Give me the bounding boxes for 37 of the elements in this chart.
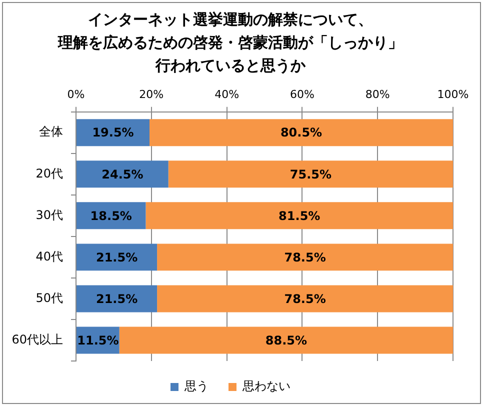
bar xyxy=(157,244,453,271)
legend-label: 思う xyxy=(184,379,208,394)
x-tick-label: 0% xyxy=(67,88,85,102)
y-tick-label: 60代以上 xyxy=(12,332,63,346)
data-label: 81.5% xyxy=(278,208,320,223)
y-tick-label: 全体 xyxy=(39,124,63,139)
x-tick-label: 40% xyxy=(214,88,240,102)
x-tick-label: 20% xyxy=(139,88,164,102)
bar xyxy=(76,244,158,271)
bar xyxy=(150,119,453,146)
x-tick-label: 100% xyxy=(437,88,469,102)
bar xyxy=(76,119,150,146)
y-tick-label: 30代 xyxy=(36,208,63,222)
bar xyxy=(76,285,158,312)
data-label: 78.5% xyxy=(284,250,326,264)
data-label: 18.5% xyxy=(90,208,132,223)
data-label: 19.5% xyxy=(92,126,134,140)
x-tick-label: 80% xyxy=(365,88,390,102)
bar xyxy=(146,202,453,230)
y-tick-label: 20代 xyxy=(36,166,63,180)
data-label: 11.5% xyxy=(77,333,119,348)
data-label: 75.5% xyxy=(290,167,332,182)
bar xyxy=(157,285,453,312)
bar xyxy=(168,160,453,188)
bar xyxy=(76,160,168,188)
data-label: 88.5% xyxy=(265,333,307,348)
bar xyxy=(119,326,453,354)
data-label: 78.5% xyxy=(284,292,326,306)
y-tick-label: 40代 xyxy=(36,249,63,264)
data-label: 21.5% xyxy=(96,292,138,306)
legend-label: 思わない xyxy=(242,379,290,394)
data-label: 80.5% xyxy=(280,126,322,140)
data-label: 21.5% xyxy=(96,250,138,264)
y-tick-label: 50代 xyxy=(36,290,63,305)
x-tick-label: 60% xyxy=(290,88,314,102)
chart-title: インターネット選挙運動の解禁について、理解を広めるための啓発・啓蒙活動が「しっかり」行われていると思うか xyxy=(57,10,403,74)
data-label: 24.5% xyxy=(102,167,144,182)
